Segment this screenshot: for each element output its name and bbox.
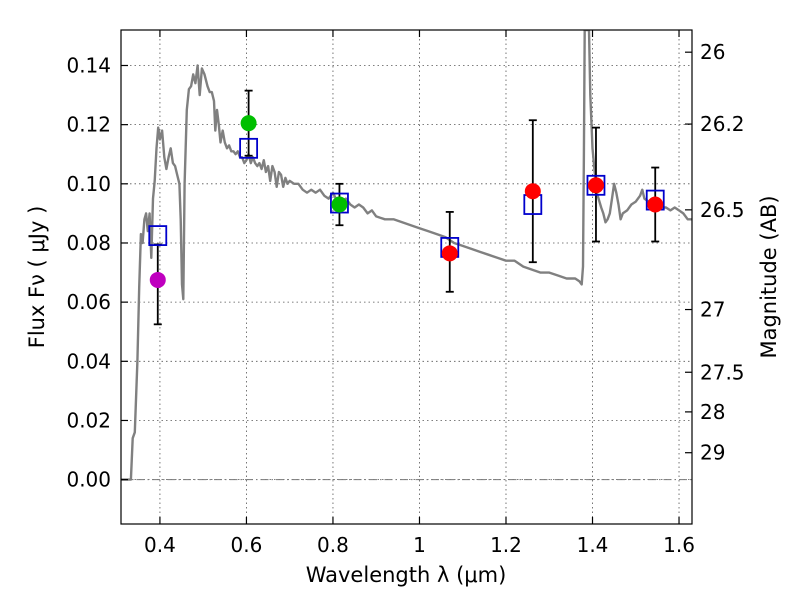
magnitude-axis: 26 26.2 26.5 27 27.5 28 29 — [685, 40, 745, 465]
observed-flux-point — [647, 196, 664, 213]
magnitude-tick-label: 27.5 — [700, 360, 745, 384]
observed-flux-point — [524, 183, 541, 200]
y-tick-label: 0.08 — [66, 231, 111, 255]
x-tick-label: 0.8 — [317, 533, 349, 557]
observed-flux-point — [331, 196, 348, 213]
model-photometry-squares — [148, 137, 665, 258]
observed-flux-point — [587, 177, 604, 194]
y-axis-label: Flux Fν ( μJy ) — [25, 206, 49, 349]
model-photometry-marker — [330, 192, 349, 214]
model-sed-line — [121, 30, 692, 481]
model-photometry-marker — [239, 137, 259, 159]
magnitude-tick-label: 27 — [700, 298, 725, 322]
observed-flux-point — [441, 245, 458, 262]
observed-points — [149, 115, 664, 288]
magnitude-tick-label: 26.5 — [700, 198, 745, 222]
x-tick-label: 1.4 — [577, 533, 609, 557]
x-tick-label: 1.2 — [490, 533, 522, 557]
y-tick-label: 0.10 — [66, 172, 111, 196]
x-tick-label: 1.6 — [663, 533, 695, 557]
x-tick-label: 0.6 — [231, 533, 263, 557]
x-axis: 0.4 0.6 0.8 1 1.2 1.4 1.6 — [144, 30, 695, 557]
magnitude-tick-label: 26 — [700, 40, 725, 64]
y-tick-label: 0.04 — [66, 349, 111, 373]
model-photometry-marker — [586, 174, 606, 196]
model-photometry-marker — [148, 225, 168, 246]
x-tick-label: 0.4 — [144, 533, 176, 557]
y-tick-label: 0.06 — [66, 290, 111, 314]
y-tick-label: 0.00 — [66, 468, 111, 492]
magnitude-tick-label: 28 — [700, 400, 725, 424]
y-axis: 0.00 0.02 0.04 0.06 0.08 0.10 0.12 0.14 — [66, 53, 128, 492]
y-tick-label: 0.12 — [66, 113, 111, 137]
y-tick-label: 0.02 — [66, 408, 111, 432]
y-tick-label: 0.14 — [66, 53, 111, 77]
observed-flux-point — [240, 115, 257, 132]
plot-frame — [120, 29, 693, 525]
x-axis-label: Wavelength λ (μm) — [306, 563, 507, 587]
magnitude-axis-label: Magnitude (AB) — [757, 195, 781, 358]
x-tick-label: 1 — [413, 533, 426, 557]
magnitude-tick-label: 26.2 — [700, 112, 745, 136]
observed-flux-point — [149, 271, 166, 288]
magnitude-tick-label: 29 — [700, 441, 725, 465]
